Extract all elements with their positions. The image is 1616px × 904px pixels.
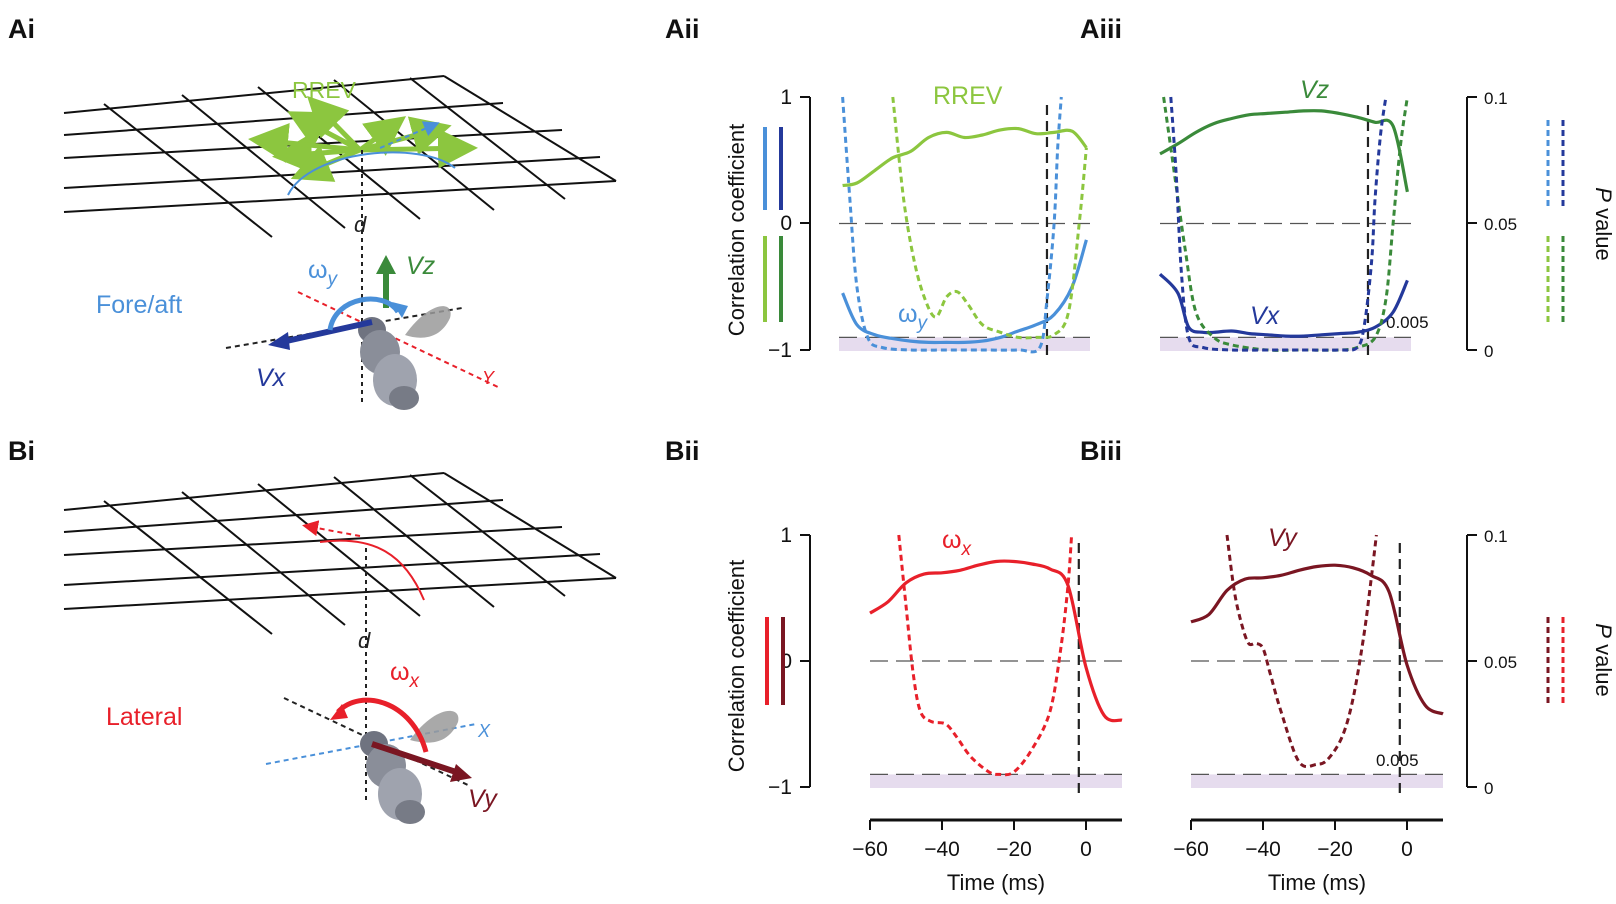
ptick-Biii-0: 0 [1484,779,1493,798]
ytick-Aii-0: 0 [780,212,792,235]
vy-arrow [371,741,457,775]
xtick-Biii-neg40: −40 [1245,838,1281,861]
panel-label-Bii: Bii [665,436,700,466]
plot-Aii [839,96,1090,356]
series-line-Aii-0 [842,126,1088,188]
axis-Bii-y: 1 0 −1 Correlation coefficient [724,524,811,799]
plot-Biii [1190,534,1444,793]
y-axis-label: Y [482,368,496,388]
x-axis-label: X [477,721,491,741]
ground-dash-arrow [379,121,440,149]
ytick-Aii-1: 1 [780,86,792,109]
vx-diagram-label: Vx [256,364,287,392]
omega-y-diagram-label: ωy [308,256,339,290]
plot-Aiii [1158,96,1411,356]
series-line-Aii-2 [891,96,1088,340]
d-label-A: d [354,212,367,237]
ylabel-Aii: Correlation coefficient [724,124,749,336]
plot-layer [839,96,1444,793]
series-line-Aii-1 [841,239,1088,345]
series-label-rrev: RREV [933,82,1003,110]
fore-aft-label: Fore/aft [96,291,182,319]
ytick-Aii-neg1: −1 [768,339,792,362]
significance-shade-Biii [1191,774,1443,788]
xlabel-Bii: Time (ms) [947,870,1045,895]
xtick-Biii-neg20: −20 [1317,838,1353,861]
significance-shade-Aiii [1160,337,1411,351]
vy-diagram-label: Vy [468,785,498,813]
ytick-Bii-0: 0 [780,650,792,673]
omega-y-arrow [327,296,401,331]
significance-shade-Bii [870,774,1122,788]
lateral-label: Lateral [106,703,182,731]
p-ylabel-Aiii: P value [1591,187,1616,260]
bee-A [358,306,451,410]
panel-label-Biii: Biii [1080,436,1122,466]
axis-Biii-p: 0.1 0.05 0 P value [1466,527,1616,798]
series-line-Aiii-3 [1169,96,1388,352]
panel-label-Bi: Bi [8,436,35,466]
omega-x-arrow [336,697,429,753]
axis-Aiii-p: 0.1 0.05 0 P value [1466,89,1616,361]
ptick-Aiii-0.05: 0.05 [1484,215,1517,234]
ptick-Aiii-0.1: 0.1 [1484,89,1508,108]
grid-plane-B [63,472,617,635]
xtick-Biii-0: 0 [1401,838,1413,861]
xaxis-Biii: −60 −40 −20 0 Time (ms) [1173,818,1443,895]
ptick-Biii-0.1: 0.1 [1484,527,1508,546]
ylabel-Bii: Correlation coefficient [724,560,749,772]
vz-diagram-label: Vz [406,252,436,280]
series-label-omega-y: ωy [898,300,929,334]
series-label-omega-x: ωx [942,526,973,560]
vx-arrow [281,319,373,345]
xtick-Bii-0: 0 [1080,838,1092,861]
panel-label-Ai: Ai [8,14,35,44]
threshold-label-Aiii: 0.005 [1386,313,1429,332]
omega-y-arc-ground [287,151,456,196]
diagram-Bi: d X ωx Vy Lateral [63,472,617,824]
series-line-Aiii-1 [1158,272,1409,338]
plot-Bii [869,534,1123,793]
ytick-Bii-neg1: −1 [768,776,792,799]
series-label-vy: Vy [1268,524,1298,552]
series-line-Biii-1 [1225,534,1378,769]
p-ylabel-Biii: P value [1591,623,1616,696]
xlabel-Biii: Time (ms) [1268,870,1366,895]
omega-x-diagram-label: ωx [390,658,421,692]
threshold-label-Biii: 0.005 [1376,751,1419,770]
ptick-Aiii-0: 0 [1484,342,1493,361]
xtick-Bii-neg20: −20 [996,838,1032,861]
y-axis-dashed [297,291,501,389]
ytick-Bii-1: 1 [780,524,792,547]
xtick-Bii-neg60: −60 [852,838,888,861]
ptick-Biii-0.05: 0.05 [1484,653,1517,672]
omega-x-arc-ground [319,539,425,601]
panel-label-Aii: Aii [665,14,700,44]
series-line-Bii-1 [897,534,1074,777]
d-label-B: d [358,628,371,653]
axis-Aii-y: 1 0 −1 Correlation coefficient [724,86,811,362]
xtick-Bii-neg40: −40 [924,838,960,861]
series-label-vz: Vz [1300,76,1330,104]
grid-plane-A [63,75,617,238]
series-line-Biii-0 [1190,563,1444,716]
series-line-Aii-3 [841,96,1063,354]
series-label-vx: Vx [1250,302,1281,330]
xaxis-Bii: −60 −40 −20 0 Time (ms) [852,818,1122,895]
series-line-Aiii-0 [1159,109,1409,193]
diagram-Ai: RREV d Y ωy Vz Vx Fore/aft [63,75,617,410]
panel-label-Aiii: Aiii [1080,14,1122,44]
series-line-Bii-0 [869,559,1123,723]
rrev-diagram-label: RREV [292,77,357,103]
ground-dash-arrow-B [302,520,361,537]
xtick-Biii-neg60: −60 [1173,838,1209,861]
